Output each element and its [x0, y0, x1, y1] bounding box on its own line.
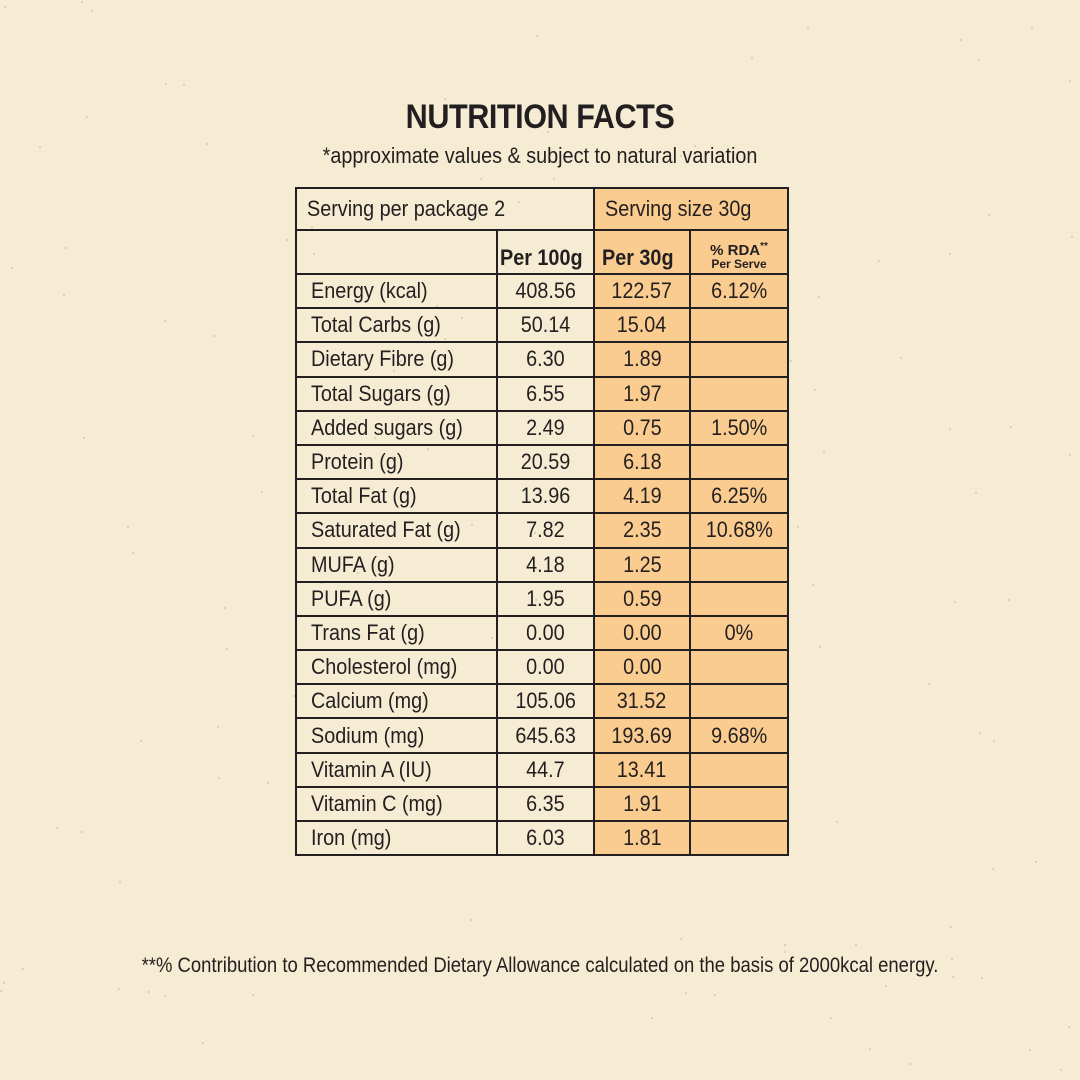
nutrient-name: Total Sugars (g): [295, 375, 498, 412]
value-rda: [689, 443, 790, 481]
value-per-30g: 13.41: [593, 751, 692, 788]
value-per-100g: 7.82: [495, 512, 596, 549]
value-rda: [689, 819, 790, 857]
value-rda: 10.68%: [689, 512, 790, 549]
value-per-30g: 31.52: [593, 683, 692, 720]
value-rda: 0%: [689, 614, 790, 652]
nutrient-row: Total Fat (g) 13.96 4.19 6.25%: [295, 478, 790, 515]
nutrient-row: Saturated Fat (g) 7.82 2.35 10.68%: [295, 512, 790, 549]
footnote: **% Contribution to Recommended Dietary …: [141, 954, 939, 977]
page-subtitle: *approximate values & subject to natural…: [322, 143, 758, 168]
serving-size: Serving size 30g: [593, 187, 790, 231]
value-per-100g: 50.14: [495, 307, 596, 344]
nutrient-row: MUFA (g) 4.18 1.25: [295, 546, 790, 583]
value-per-100g: 408.56: [495, 272, 596, 310]
nutrient-row: Total Sugars (g) 6.55 1.97: [295, 375, 790, 412]
value-rda: [689, 546, 790, 583]
value-per-100g: 6.35: [495, 785, 596, 823]
nutrient-row: Cholesterol (mg) 0.00 0.00: [295, 649, 790, 686]
nutrient-name: MUFA (g): [295, 546, 498, 583]
rda-label: % RDA**: [710, 241, 768, 259]
value-per-30g: 122.57: [593, 272, 692, 310]
value-rda: 6.25%: [689, 478, 790, 515]
nutrient-row: Dietary Fibre (g) 6.30 1.89: [295, 341, 790, 378]
value-per-100g: 0.00: [495, 614, 596, 652]
value-rda: [689, 751, 790, 788]
header-per-100g: Per 100g: [495, 229, 596, 275]
nutrient-name: Protein (g): [295, 443, 498, 481]
value-rda: 6.12%: [689, 272, 790, 310]
value-rda: 9.68%: [689, 717, 790, 754]
value-rda: [689, 683, 790, 720]
nutrient-name: Sodium (mg): [295, 717, 498, 754]
value-per-30g: 0.75: [593, 409, 692, 446]
nutrient-name: Trans Fat (g): [295, 614, 498, 652]
value-rda: [689, 649, 790, 686]
value-per-100g: 1.95: [495, 580, 596, 617]
value-per-30g: 1.91: [593, 785, 692, 823]
value-per-30g: 6.18: [593, 443, 692, 481]
nutrient-name: Saturated Fat (g): [295, 512, 498, 549]
nutrient-name: Iron (mg): [295, 819, 498, 857]
header-per-30g: Per 30g: [593, 229, 692, 275]
nutrient-row: Added sugars (g) 2.49 0.75 1.50%: [295, 409, 790, 446]
value-per-30g: 4.19: [593, 478, 692, 515]
nutrient-name: Total Fat (g): [295, 478, 498, 515]
value-rda: [689, 785, 790, 823]
nutrient-row: Energy (kcal) 408.56 122.57 6.12%: [295, 272, 790, 310]
value-rda: [689, 580, 790, 617]
header-blank: [295, 229, 498, 275]
nutrient-name: Added sugars (g): [295, 409, 498, 446]
header-rda: % RDA** Per Serve: [689, 229, 790, 275]
nutrient-row: PUFA (g) 1.95 0.59: [295, 580, 790, 617]
value-per-100g: 0.00: [495, 649, 596, 686]
nutrition-table: Serving per package 2 Serving size 30g P…: [294, 187, 790, 857]
value-per-30g: 1.25: [593, 546, 692, 583]
value-per-100g: 6.55: [495, 375, 596, 412]
value-per-100g: 2.49: [495, 409, 596, 446]
serving-per-package: Serving per package 2: [294, 187, 596, 231]
nutrient-name: Dietary Fibre (g): [295, 341, 498, 378]
nutrient-name: PUFA (g): [295, 580, 498, 617]
nutrient-row: Vitamin A (IU) 44.7 13.41: [295, 751, 790, 788]
value-per-100g: 4.18: [495, 546, 596, 583]
column-header-row: Per 100g Per 30g % RDA** Per Serve: [295, 229, 790, 275]
value-per-30g: 1.81: [593, 819, 692, 857]
page-title: NUTRITION FACTS: [405, 98, 675, 136]
value-per-30g: 1.97: [593, 375, 692, 412]
rda-per-serve: Per Serve: [711, 257, 767, 271]
value-rda: 1.50%: [689, 409, 790, 446]
value-per-30g: 2.35: [593, 512, 692, 549]
value-rda: [689, 375, 790, 412]
nutrient-name: Vitamin A (IU): [295, 751, 498, 788]
nutrient-name: Total Carbs (g): [295, 307, 498, 344]
value-per-100g: 6.30: [495, 341, 596, 378]
value-per-30g: 1.89: [593, 341, 692, 378]
nutrient-row: Calcium (mg) 105.06 31.52: [295, 683, 790, 720]
value-per-30g: 0.00: [593, 614, 692, 652]
value-per-100g: 20.59: [495, 443, 596, 481]
nutrient-name: Calcium (mg): [295, 683, 498, 720]
serving-info-row: Serving per package 2 Serving size 30g: [294, 187, 790, 231]
value-rda: [689, 307, 790, 344]
value-per-100g: 105.06: [495, 683, 596, 720]
nutrient-row: Total Carbs (g) 50.14 15.04: [295, 307, 790, 344]
nutrient-row: Vitamin C (mg) 6.35 1.91: [295, 785, 790, 823]
value-per-100g: 6.03: [495, 819, 596, 857]
nutrient-name: Energy (kcal): [295, 272, 498, 310]
nutrient-row: Protein (g) 20.59 6.18: [295, 443, 790, 481]
value-per-30g: 0.00: [593, 649, 692, 686]
nutrient-row: Iron (mg) 6.03 1.81: [295, 819, 790, 857]
nutrient-name: Vitamin C (mg): [295, 785, 498, 823]
value-per-30g: 193.69: [593, 717, 692, 754]
value-per-30g: 15.04: [593, 307, 692, 344]
value-per-100g: 13.96: [495, 478, 596, 515]
nutrient-row: Sodium (mg) 645.63 193.69 9.68%: [295, 717, 790, 754]
nutrient-row: Trans Fat (g) 0.00 0.00 0%: [295, 614, 790, 652]
value-per-30g: 0.59: [593, 580, 692, 617]
value-per-100g: 645.63: [495, 717, 596, 754]
value-rda: [689, 341, 790, 378]
value-per-100g: 44.7: [495, 751, 596, 788]
nutrient-name: Cholesterol (mg): [295, 649, 498, 686]
